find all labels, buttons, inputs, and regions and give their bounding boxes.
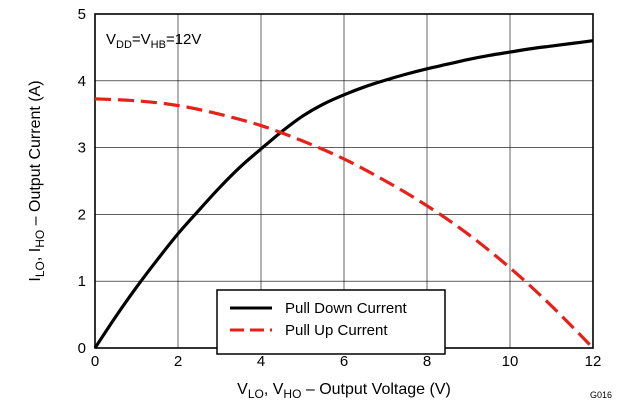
figure-id: G016	[590, 390, 612, 400]
x-tick-label: 0	[91, 353, 99, 370]
y-tick-label: 0	[78, 340, 86, 357]
x-tick-label: 2	[174, 353, 182, 370]
y-tick-label: 5	[78, 6, 86, 23]
grid	[95, 14, 593, 348]
series-layer	[93, 39, 595, 350]
y-tick-label: 3	[78, 140, 86, 157]
x-tick-label: 10	[502, 353, 519, 370]
legend-box	[216, 289, 446, 355]
legend: Pull Down Current Pull Up Current	[216, 289, 446, 355]
x-tick-label: 6	[340, 353, 348, 370]
x-tick-label: 8	[423, 353, 431, 370]
y-tick-label: 1	[78, 273, 86, 290]
x-tick-label: 4	[257, 353, 265, 370]
series-line-pull-up	[94, 97, 595, 350]
y-tick-label: 4	[78, 73, 86, 90]
x-axis-title: VLO, VHO – Output Voltage (V)	[237, 381, 451, 401]
series-line-pull-down	[93, 39, 594, 349]
legend-label-pull-up: Pull Up Current	[285, 322, 388, 339]
y-axis-title: ILO, IHO – Output Current (A)	[27, 80, 47, 281]
y-tick-label: 2	[78, 206, 86, 223]
supply-annotation: VDD=VHB=12V	[106, 31, 201, 51]
x-tick-label: 12	[585, 353, 602, 370]
legend-label-pull-down: Pull Down Current	[285, 300, 408, 317]
